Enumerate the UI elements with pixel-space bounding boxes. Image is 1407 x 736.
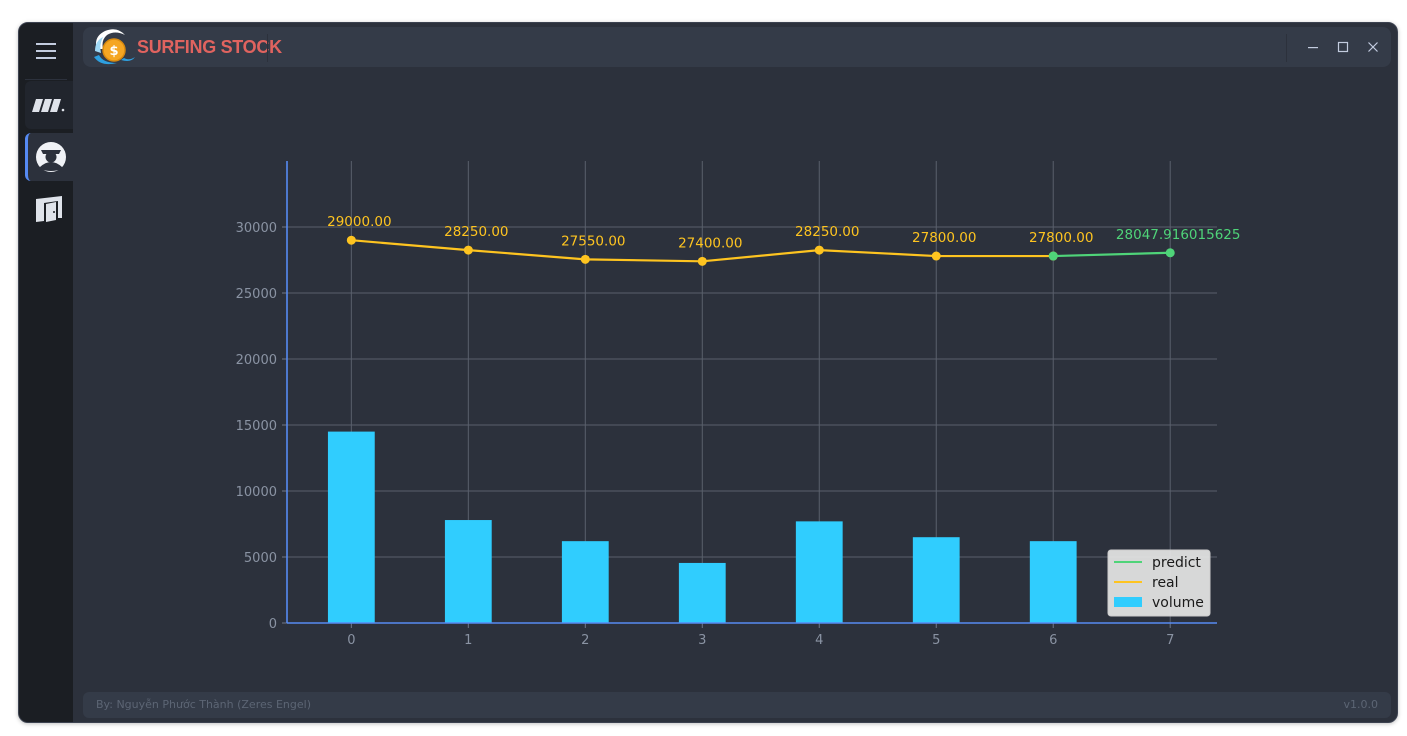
- main-content: 0 5000 10000 15000 20000 25000 30000 0 1 2 3 4 5 6 7 2…: [73, 71, 1397, 689]
- real-data-label: 28250.00: [795, 224, 859, 240]
- x-tick-label: 3: [698, 633, 706, 648]
- sidebar-divider: [25, 79, 67, 80]
- stock-logo-icon: [32, 99, 65, 112]
- exit-door-icon: [36, 196, 62, 222]
- y-tick-label: 25000: [236, 287, 277, 302]
- real-point: [580, 254, 590, 264]
- predict-line: [1053, 251, 1171, 258]
- menu-toggle-button[interactable]: [19, 23, 73, 79]
- y-tick-label: 5000: [244, 551, 277, 566]
- real-point: [697, 256, 707, 266]
- user-icon: [35, 142, 66, 172]
- y-tick-label: 0: [269, 617, 277, 632]
- y-tick-label: 15000: [236, 419, 277, 434]
- predict-point: [1048, 251, 1058, 261]
- x-tick-label: 7: [1166, 633, 1174, 648]
- footer-version: v1.0.0: [1343, 698, 1379, 711]
- sidebar-item-exit[interactable]: [25, 185, 73, 233]
- minimize-icon: [1308, 47, 1318, 49]
- menu-icon: [36, 43, 56, 59]
- real-data-label: 27800.00: [912, 230, 976, 246]
- sidebar-item-stock[interactable]: [25, 81, 73, 129]
- x-tick-label: 6: [1049, 633, 1057, 648]
- predict-point: [1165, 248, 1175, 258]
- real-point: [463, 245, 473, 255]
- real-data-label: 27400.00: [678, 235, 742, 251]
- volume-bar: [795, 521, 843, 623]
- footer-credits: By: Nguyễn Phước Thành (Zeres Engel): [96, 698, 311, 711]
- surfing-coin-logo-icon: $: [94, 29, 135, 65]
- minimize-button[interactable]: [1300, 35, 1326, 59]
- volume-bar: [327, 431, 375, 623]
- app-window: $ SURFING STOCK 0 5000 10000 15000 20000 2500…: [18, 22, 1398, 723]
- real-point: [814, 245, 824, 255]
- left-sidebar: [19, 23, 73, 722]
- volume-bar: [912, 537, 960, 623]
- maximize-button[interactable]: [1330, 35, 1356, 59]
- volume-bar: [678, 562, 726, 623]
- volume-bar: [561, 541, 609, 623]
- title-bar[interactable]: $ SURFING STOCK: [83, 27, 1391, 67]
- x-tick-label: 1: [464, 633, 472, 648]
- y-tick-label: 20000: [236, 353, 277, 368]
- legend-label-volume: volume: [1152, 595, 1204, 611]
- stock-chart: 0 5000 10000 15000 20000 25000 30000 0 1 2 3 4 5 6 7 2…: [236, 161, 1241, 648]
- legend-swatch-volume: [1114, 597, 1142, 607]
- real-point: [931, 251, 941, 261]
- legend-label-predict: predict: [1152, 555, 1201, 571]
- close-icon: [1368, 42, 1378, 52]
- volume-bar: [1029, 541, 1077, 623]
- real-data-label: 27550.00: [561, 233, 625, 249]
- title-separator-right: [1286, 34, 1287, 62]
- real-data-label: 27800.00: [1029, 230, 1093, 246]
- real-data-label: 28250.00: [444, 224, 508, 240]
- x-tick-label: 0: [347, 633, 355, 648]
- title-separator: [267, 34, 268, 62]
- real-data-label: 29000.00: [327, 214, 391, 230]
- x-tick-label: 4: [815, 633, 823, 648]
- x-tick-label: 2: [581, 633, 589, 648]
- svg-text:$: $: [109, 44, 118, 59]
- app-title: SURFING STOCK: [137, 36, 282, 57]
- sidebar-item-user[interactable]: [25, 133, 73, 181]
- footer-bar: By: Nguyễn Phước Thành (Zeres Engel) v1.…: [83, 692, 1391, 718]
- predict-data-label: 28047.916015625: [1116, 227, 1241, 243]
- close-button[interactable]: [1360, 35, 1386, 59]
- maximize-icon: [1337, 41, 1349, 53]
- y-tick-label: 10000: [236, 485, 277, 500]
- app-logo: $ SURFING STOCK: [91, 27, 282, 67]
- y-tick-label: 30000: [236, 221, 277, 236]
- real-point: [346, 235, 356, 245]
- legend-label-real: real: [1152, 575, 1179, 591]
- volume-bar: [444, 520, 492, 623]
- x-tick-label: 5: [932, 633, 940, 648]
